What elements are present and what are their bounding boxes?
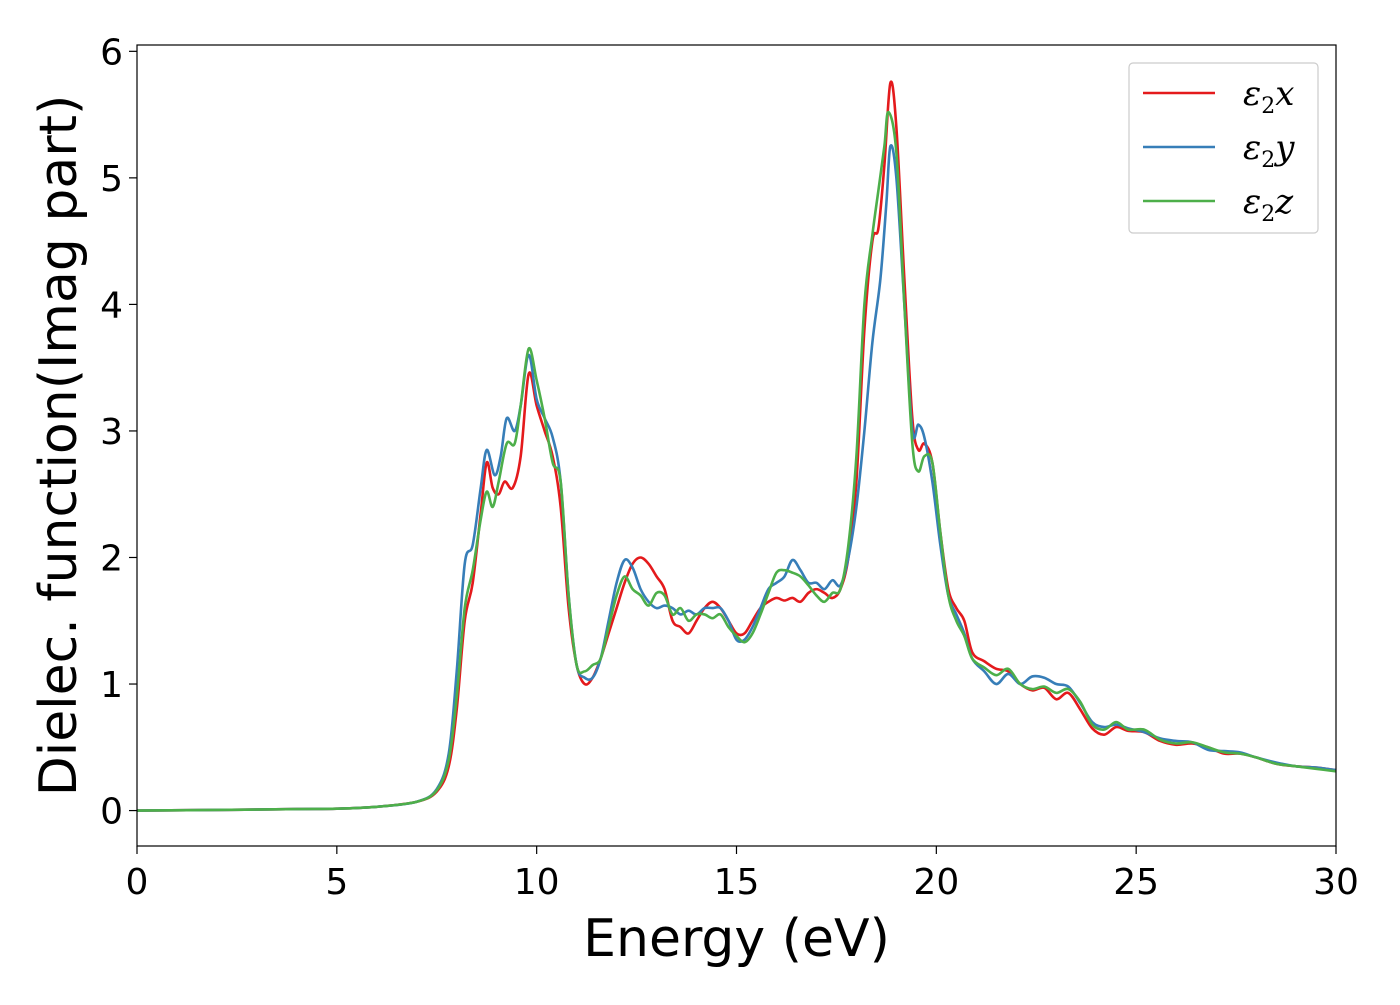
y-tick-label: 1 bbox=[100, 665, 123, 706]
x-axis-ticks: 0 5 10 15 20 25 30 bbox=[126, 846, 1359, 903]
y-tick-label: 5 bbox=[100, 159, 123, 200]
series-line-x bbox=[136, 80, 1337, 812]
legend-box bbox=[1128, 62, 1319, 234]
x-tick-label: 15 bbox=[714, 862, 760, 903]
y-axis-title: Dielec. function(Imag part) bbox=[29, 95, 89, 797]
x-axis-title: Energy (eV) bbox=[583, 909, 890, 969]
legend-label-subscript: 2 bbox=[1261, 94, 1275, 119]
legend-label-tail: y bbox=[1273, 128, 1295, 168]
y-tick-label: 2 bbox=[100, 538, 123, 579]
legend-label: ε2z bbox=[1243, 182, 1294, 227]
legend-label: ε2y bbox=[1243, 128, 1295, 173]
legend-label-main: ε bbox=[1243, 74, 1261, 114]
x-tick-label: 20 bbox=[913, 862, 959, 903]
legend-label-subscript: 2 bbox=[1261, 148, 1275, 173]
y-tick-label: 3 bbox=[100, 412, 123, 453]
legend-label-tail: z bbox=[1274, 182, 1294, 222]
x-tick-label: 0 bbox=[126, 862, 149, 903]
legend-label-main: ε bbox=[1243, 182, 1261, 222]
legend-label-subscript: 2 bbox=[1261, 202, 1275, 227]
series-layer bbox=[136, 80, 1337, 812]
x-tick-label: 10 bbox=[514, 862, 560, 903]
y-tick-label: 4 bbox=[100, 285, 123, 326]
series-line-z bbox=[136, 110, 1337, 812]
y-tick-label: 0 bbox=[100, 792, 123, 833]
y-tick-label: 6 bbox=[100, 32, 123, 73]
x-tick-label: 5 bbox=[325, 862, 348, 903]
x-tick-label: 30 bbox=[1313, 862, 1359, 903]
y-axis-ticks: 0 1 2 3 4 5 6 bbox=[100, 32, 137, 833]
legend-label: ε2x bbox=[1243, 74, 1294, 119]
legend-label-main: ε bbox=[1243, 128, 1261, 168]
x-tick-label: 25 bbox=[1113, 862, 1159, 903]
legend-label-tail: x bbox=[1275, 74, 1294, 114]
